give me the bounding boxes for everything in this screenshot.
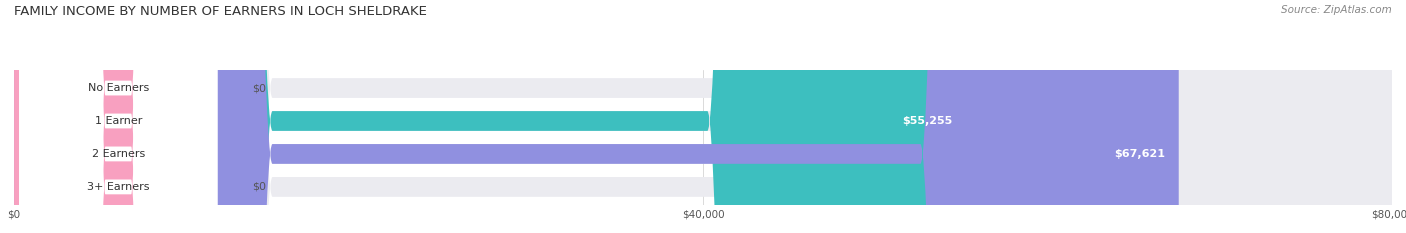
FancyBboxPatch shape [14,0,152,233]
FancyBboxPatch shape [14,0,1392,233]
Text: No Earners: No Earners [87,83,149,93]
Text: $0: $0 [252,182,266,192]
FancyBboxPatch shape [14,0,1392,233]
Text: FAMILY INCOME BY NUMBER OF EARNERS IN LOCH SHELDRAKE: FAMILY INCOME BY NUMBER OF EARNERS IN LO… [14,5,427,18]
FancyBboxPatch shape [20,0,218,233]
FancyBboxPatch shape [20,0,218,233]
Text: 3+ Earners: 3+ Earners [87,182,149,192]
Text: $67,621: $67,621 [1114,149,1166,159]
Text: $55,255: $55,255 [901,116,952,126]
FancyBboxPatch shape [20,0,218,233]
FancyBboxPatch shape [20,0,218,233]
Text: Source: ZipAtlas.com: Source: ZipAtlas.com [1281,5,1392,15]
FancyBboxPatch shape [14,0,1392,233]
FancyBboxPatch shape [14,0,152,233]
FancyBboxPatch shape [14,0,966,233]
Text: 2 Earners: 2 Earners [91,149,145,159]
Text: 1 Earner: 1 Earner [94,116,142,126]
FancyBboxPatch shape [14,0,1392,233]
Text: $0: $0 [252,83,266,93]
FancyBboxPatch shape [14,0,1178,233]
